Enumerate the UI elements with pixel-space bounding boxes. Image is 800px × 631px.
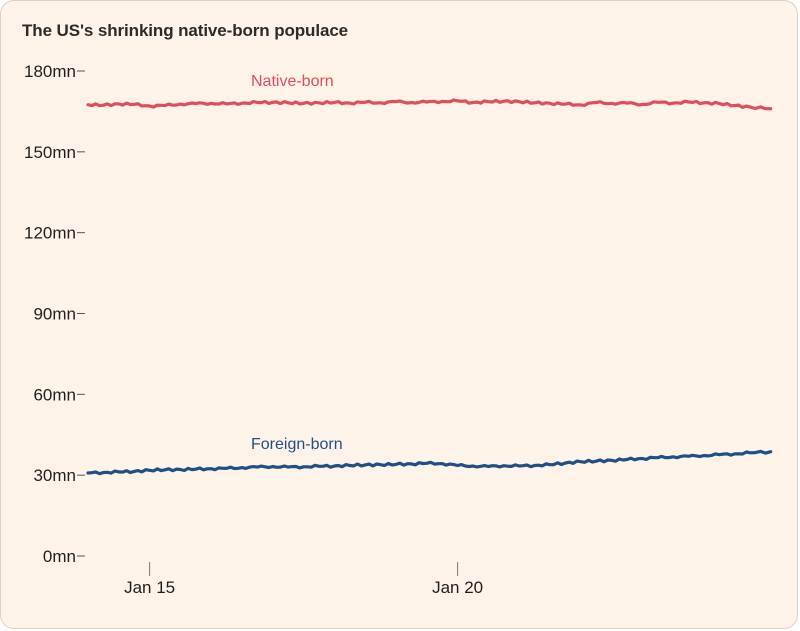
series-line-foreign-born [86,449,773,476]
y-tick-label: 60mn [33,385,76,404]
y-tick-label: 90mn [33,305,76,324]
x-tick-label: Jan 20 [432,578,483,597]
y-tick-label: 30mn [33,466,76,485]
y-tick-label: 180mn [24,62,76,81]
y-tick-label: 0mn [43,547,76,566]
y-tick-label: 120mn [24,224,76,243]
series-label: Foreign-born [251,436,343,453]
series-label: Native-born [251,73,334,90]
x-tick-label: Jan 15 [124,578,175,597]
series-line-native-born [86,98,773,111]
y-tick-label: 150mn [24,143,76,162]
chart-title: The US's shrinking native-born populace [22,21,349,40]
